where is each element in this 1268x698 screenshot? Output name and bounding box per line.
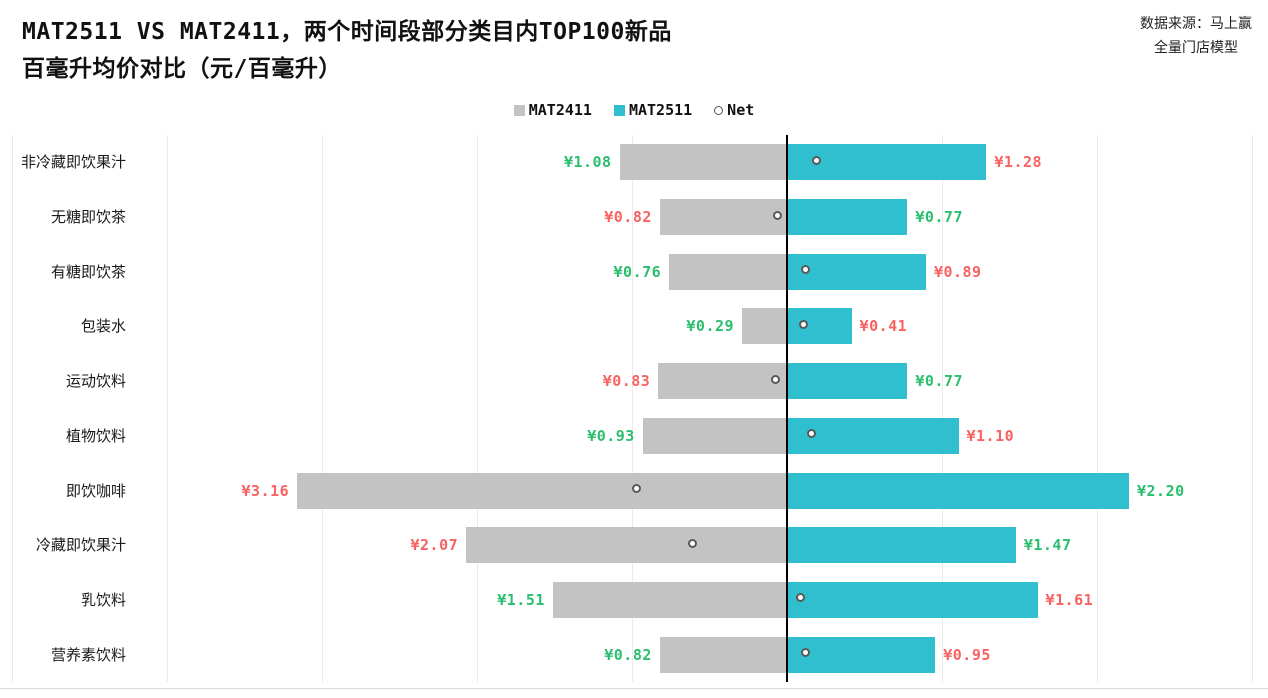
data-source-line2: 全量门店模型 (1154, 40, 1238, 56)
mat2411-value-label: ¥2.07 (410, 536, 459, 555)
mat2411-bar (297, 472, 787, 509)
mat2411-value-label: ¥0.93 (587, 426, 635, 445)
mat2511-bar (788, 199, 908, 236)
mat2511-value-label: ¥0.77 (915, 372, 963, 391)
mat2511-bar (788, 308, 852, 345)
mat2411-bar (659, 199, 787, 236)
mat2511-bar (788, 417, 959, 454)
category-label: 无糖即饮茶 (50, 208, 126, 227)
category-label: 冷藏即饮果汁 (35, 536, 126, 555)
mat2411-bar (742, 308, 787, 345)
legend-item-net: Net (714, 101, 754, 119)
mat2411-value-label: ¥1.08 (563, 153, 612, 172)
net-marker (799, 319, 809, 329)
gridline (477, 135, 478, 682)
legend-item-mat2511: MAT2511 (613, 101, 693, 119)
mat2411-swatch-icon (513, 104, 525, 116)
mat2511-bar (788, 581, 1038, 618)
mat2511-bar (788, 144, 987, 181)
mat2411-value-label: ¥1.51 (497, 590, 545, 609)
legend-label-net: Net (727, 101, 755, 119)
mat2411-value-label: ¥0.76 (613, 262, 662, 281)
mat2411-value-label: ¥0.82 (604, 208, 652, 227)
mat2511-value-label: ¥1.10 (966, 426, 1015, 445)
data-source-line1: 数据来源：马上赢 (1140, 16, 1252, 32)
category-label: 乳饮料 (80, 590, 126, 609)
legend-label-mat2511: MAT2511 (628, 101, 693, 119)
mat2511-bar (788, 527, 1016, 564)
net-marker (800, 265, 810, 275)
category-label: 植物饮料 (65, 426, 126, 445)
mat2511-bar (788, 363, 908, 400)
plot-area: 非冷藏即饮果汁 ¥1.08 ¥1.28 无糖即饮茶 ¥0.82 ¥0.77 有糖即饮茶 ¥0.… (0, 135, 1268, 682)
net-marker (796, 593, 805, 603)
mat2511-value-label: ¥1.47 (1023, 536, 1072, 555)
net-marker (631, 484, 641, 494)
mat2511-value-label: ¥0.77 (915, 208, 963, 227)
mat2511-bar (788, 253, 926, 290)
mat2411-bar (466, 527, 787, 564)
mat2511-bar (788, 472, 1129, 509)
mat2411-value-label: ¥0.82 (604, 645, 652, 664)
category-label: 有糖即饮茶 (50, 262, 126, 281)
mat2411-value-label: ¥0.83 (602, 372, 651, 391)
mat2511-value-label: ¥1.61 (1045, 590, 1094, 609)
data-source: 数据来源：马上赢 全量门店模型 (1140, 12, 1252, 60)
mat2511-value-label: ¥0.41 (859, 317, 908, 336)
category-label: 营养素饮料 (50, 645, 126, 664)
net-marker (800, 648, 810, 658)
legend-item-mat2411: MAT2411 (513, 101, 592, 119)
mat2411-bar (552, 581, 787, 618)
zero-axis-line (786, 135, 788, 682)
mat2511-value-label: ¥0.95 (943, 645, 991, 664)
mat2411-bar (619, 144, 787, 181)
category-label: 包装水 (80, 317, 126, 336)
mat2511-bar (788, 636, 936, 673)
mat2411-bar (659, 636, 787, 673)
mat2511-value-label: ¥1.28 (994, 153, 1043, 172)
category-label: 运动饮料 (65, 372, 126, 391)
chart-title-line1: MAT2511 VS MAT2411，两个时间段部分类目内TOP100新品 (22, 19, 672, 45)
mat2511-swatch-icon (613, 104, 625, 116)
net-swatch-icon (714, 105, 724, 115)
net-marker (806, 429, 816, 439)
chart-title: MAT2511 VS MAT2411，两个时间段部分类目内TOP100新品 百毫… (22, 14, 672, 88)
net-marker (687, 538, 697, 548)
gridline (167, 135, 168, 682)
legend: MAT2411 MAT2511 Net (0, 101, 1268, 119)
mat2511-value-label: ¥0.89 (933, 262, 982, 281)
mat2411-bar (669, 253, 787, 290)
mat2411-value-label: ¥3.16 (241, 481, 290, 500)
chart-title-line2: 百毫升均价对比（元/百毫升） (22, 56, 342, 82)
net-marker (771, 374, 781, 384)
gridline (1252, 135, 1253, 682)
net-marker (811, 155, 821, 165)
mat2511-value-label: ¥2.20 (1137, 481, 1185, 500)
bottom-axis-line (0, 688, 1268, 689)
category-label: 即饮咖啡 (65, 481, 126, 500)
gridline (1097, 135, 1098, 682)
gridline (942, 135, 943, 682)
net-marker (772, 210, 782, 220)
legend-label-mat2411: MAT2411 (528, 101, 592, 119)
mat2411-value-label: ¥0.29 (686, 317, 735, 336)
gridline (632, 135, 633, 682)
mat2411-bar (658, 363, 787, 400)
gridline (12, 135, 13, 682)
mat2411-bar (642, 417, 787, 454)
gridline (322, 135, 323, 682)
category-label: 非冷藏即饮果汁 (20, 153, 126, 172)
